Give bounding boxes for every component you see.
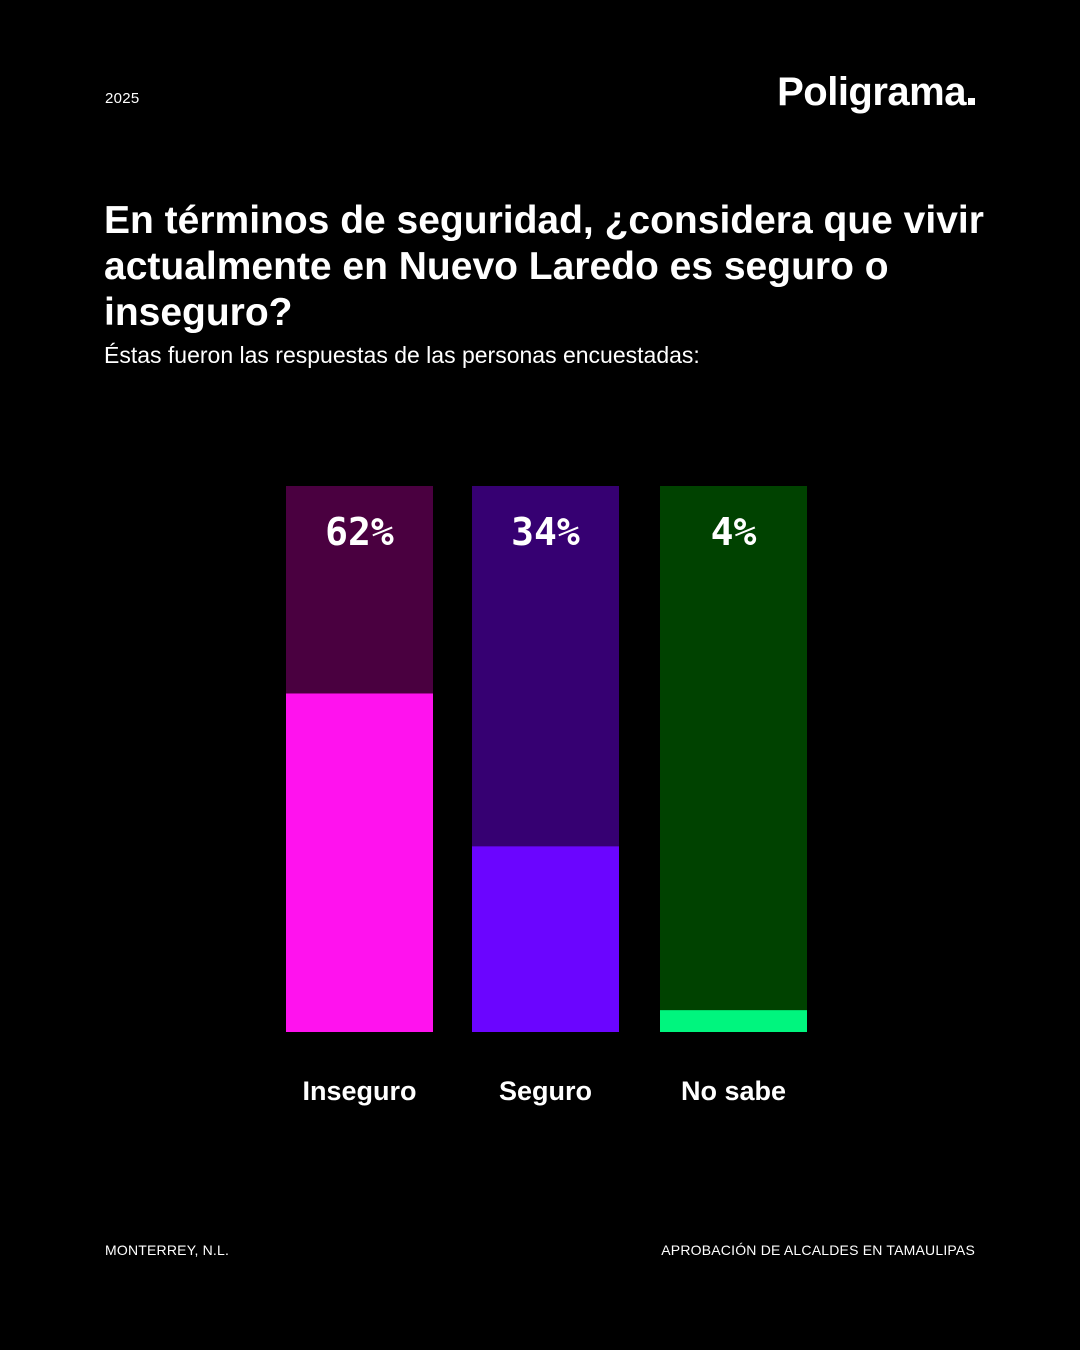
brand-name: Poligrama bbox=[777, 70, 966, 114]
category-label-no-sabe: No sabe bbox=[681, 1076, 786, 1106]
year-label: 2025 bbox=[105, 90, 140, 107]
footer-series-title: APROBACIÓN DE ALCALDES EN TAMAULIPAS bbox=[661, 1242, 975, 1258]
chart-subtitle: Éstas fueron las respuestas de las perso… bbox=[104, 342, 700, 368]
footer-location: MONTERREY, N.L. bbox=[105, 1242, 230, 1258]
bar-seguro bbox=[472, 846, 619, 1032]
chart-title: En términos de seguridad, ¿considera que… bbox=[104, 199, 984, 334]
category-label-seguro: Seguro bbox=[499, 1076, 592, 1106]
value-label-seguro: 34% bbox=[511, 510, 580, 554]
value-label-no-sabe: 4% bbox=[711, 510, 757, 554]
brand-logo: Poligrama bbox=[777, 68, 975, 116]
bar-track-no-sabe bbox=[660, 486, 807, 1032]
bar-inseguro bbox=[286, 693, 433, 1032]
category-label-inseguro: Inseguro bbox=[302, 1076, 416, 1106]
bar-no-sabe bbox=[660, 1010, 807, 1032]
logo-dot-icon bbox=[968, 98, 975, 105]
value-label-inseguro: 62% bbox=[325, 510, 394, 554]
